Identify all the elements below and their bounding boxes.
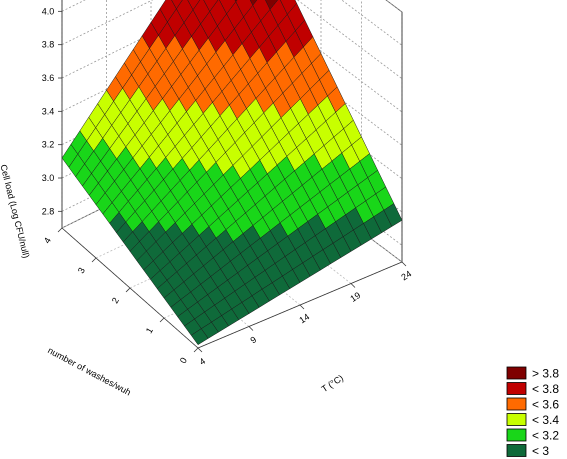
legend-label: < 3.6 — [532, 398, 559, 412]
legend-swatch — [506, 428, 527, 442]
legend-swatch — [506, 366, 527, 380]
y-tick-mark — [91, 257, 97, 263]
y-tick-mark — [193, 347, 199, 353]
legend-label: < 3 — [532, 444, 549, 458]
z-tick-label: 3.4 — [42, 106, 55, 116]
legend-swatch — [506, 444, 527, 457]
gridline-z — [296, 0, 403, 79]
z-tick-label: 4.0 — [42, 6, 55, 16]
z-tick-label: 3.8 — [42, 40, 55, 50]
y-axis-title: number of washes/wuh — [46, 345, 132, 397]
y-tick-label: 4 — [42, 236, 53, 245]
x-tick-label: 14 — [297, 312, 311, 326]
z-axis-title: Cell load (Log CFU/null) — [0, 163, 31, 259]
legend-label: < 3.2 — [532, 429, 559, 443]
legend-label: < 3.4 — [532, 413, 559, 427]
x-tick-label: 24 — [399, 269, 413, 283]
y-tick-mark — [57, 227, 63, 233]
y-tick-label: 3 — [76, 266, 87, 275]
response-surface — [61, 0, 403, 346]
z-tick-label: 2.8 — [42, 206, 55, 216]
surface-cell — [249, 0, 258, 6]
x-tick-mark — [197, 347, 203, 353]
bounding-box-front — [61, 0, 403, 349]
surface-cell — [190, 328, 209, 346]
z-tick-label: 3.2 — [42, 140, 55, 150]
x-tick-mark — [299, 304, 305, 310]
y-tick-mark — [125, 287, 131, 293]
x-tick-mark — [248, 326, 254, 331]
gridline-z — [61, 0, 154, 46]
x-axis-title: T (°C) — [320, 373, 346, 394]
legend-label: > 3.8 — [532, 367, 559, 381]
legend-swatch — [506, 413, 527, 426]
legend-swatch — [506, 382, 527, 395]
y-tick-label: 1 — [144, 326, 155, 335]
x-tick-label: 19 — [348, 290, 362, 304]
y-tick-mark — [159, 317, 165, 323]
legend-swatch — [506, 397, 527, 411]
x-tick-label: 9 — [249, 334, 259, 345]
z-tick-label: 3.6 — [42, 73, 55, 83]
gridline-z — [341, 0, 403, 46]
y-tick-label: 0 — [178, 356, 189, 365]
legend-label: < 3.8 — [532, 382, 559, 396]
x-tick-mark — [401, 261, 407, 267]
legend: > 3.8< 3.8 < 3.6< 3.4 < 3.2< 3 — [506, 366, 559, 458]
y-tick-label: 2 — [110, 296, 121, 305]
z-tick-label: 3.0 — [42, 173, 55, 183]
x-tick-label: 4 — [198, 356, 208, 367]
x-tick-mark — [350, 283, 356, 288]
